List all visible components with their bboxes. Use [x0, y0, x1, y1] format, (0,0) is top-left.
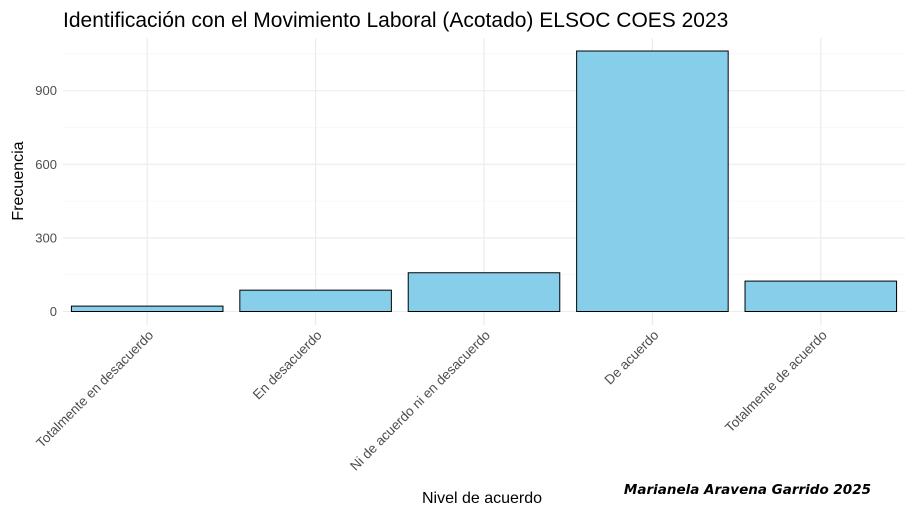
bar [70, 305, 224, 313]
bars [70, 50, 898, 313]
y-axis-label: Frecuencia [10, 141, 27, 220]
y-tick-label: 300 [35, 230, 57, 245]
y-tick-label: 0 [50, 304, 57, 319]
x-tick-label: Totalmente en desacuerdo [33, 328, 156, 451]
chart-caption: Marianela Aravena Garrido 2025 [624, 482, 871, 498]
y-axis-ticks: 0 300 600 900 [35, 83, 57, 319]
x-tick-label: Ni de acuerdo ni en desacuerdo [347, 328, 493, 474]
bar [744, 280, 898, 313]
x-tick-label: En desacuerdo [250, 328, 325, 403]
chart-title: Identificación con el Movimiento Laboral… [63, 9, 728, 32]
y-tick-label: 600 [35, 157, 57, 172]
x-tick-label: Totalmente de acuerdo [722, 328, 830, 436]
bar [576, 50, 729, 313]
bar [239, 289, 392, 313]
x-axis-label: Nivel de acuerdo [422, 490, 542, 507]
x-tick-label: De acuerdo [602, 328, 662, 388]
x-axis-ticks: Totalmente en desacuerdo En desacuerdo Ni … [33, 328, 830, 474]
y-tick-label: 900 [35, 83, 57, 98]
bar [407, 272, 561, 313]
